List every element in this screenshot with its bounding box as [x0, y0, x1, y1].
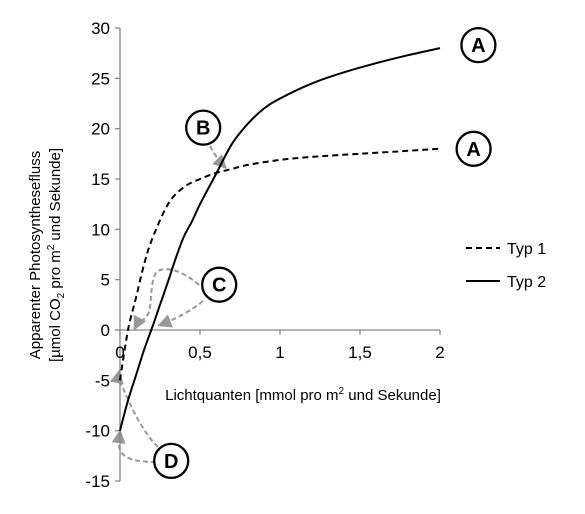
arrow-d-upper: [109, 369, 159, 448]
arrow-b: [209, 145, 227, 169]
marker-circle: [460, 26, 497, 64]
y-axis-label-part5: und Sekunde]: [47, 148, 64, 245]
marker-a: A: [460, 26, 497, 64]
arrow-c-upper: [133, 268, 200, 331]
x-axis-label: Lichtquanten [mmol pro m2 und Sekunde]: [165, 386, 441, 404]
marker-a: A: [455, 130, 492, 167]
y-axis-label-part3: pro m: [47, 250, 64, 293]
legend-label-typ-2: Typ 2: [507, 274, 546, 291]
annotation-arrows: [109, 145, 227, 463]
x-tick-label: 1,5: [348, 343, 372, 362]
marker-letter: A: [471, 35, 485, 57]
legend-label-typ-1: Typ 1: [507, 241, 546, 258]
y-axis-label-sub: 2: [56, 292, 67, 298]
x-axis-label-part3: und Sekunde]: [344, 387, 441, 404]
y-axis-label-line2: [µmol CO2 pro m2 und Sekunde]: [46, 148, 67, 362]
y-tick-label: 10: [91, 220, 110, 239]
y-tick-label: 5: [101, 271, 110, 290]
x-tick-label: 2: [435, 343, 444, 362]
x-tick-label: 0,5: [188, 343, 212, 362]
y-tick-label: -5: [95, 371, 110, 390]
marker-c: C: [201, 266, 238, 303]
y-axis-label-sup: 2: [46, 244, 57, 250]
marker-letter: A: [466, 139, 480, 161]
y-tick-label: 0: [101, 321, 110, 340]
y-tick-label: 20: [91, 120, 110, 139]
marker-d: D: [153, 442, 190, 480]
y-tick-label: -15: [85, 472, 110, 491]
arrow-d-lower: [111, 429, 157, 463]
x-tick-label: 1: [275, 343, 284, 362]
marker-b: B: [185, 109, 222, 146]
marker-circle: [455, 130, 492, 167]
x-tick-label: 0: [115, 343, 124, 362]
marker-circle: [153, 442, 190, 480]
y-tick-label: -10: [85, 422, 110, 441]
marker-letter: D: [164, 451, 178, 473]
marker-circle: [185, 109, 222, 146]
y-axis-label-part1: [µmol CO: [47, 298, 64, 362]
legend: Typ 1 Typ 2: [466, 241, 546, 291]
y-tick-label: 15: [91, 170, 110, 189]
arrow-c-lower: [157, 300, 204, 328]
marker-letter: C: [212, 275, 226, 297]
y-tick-label: 25: [91, 69, 110, 88]
marker-letter: B: [196, 118, 210, 140]
y-tick-label: 30: [91, 19, 110, 38]
x-axis-label-part1: Lichtquanten [mmol pro m: [165, 387, 338, 404]
marker-circle: [201, 266, 238, 303]
series-line-typ-1: [119, 147, 441, 381]
x-axis-label-sup: 2: [339, 386, 345, 397]
series-line-typ-2: [119, 47, 441, 431]
y-axis-label-line1: Apparenter Photosynthesefluss: [27, 151, 44, 359]
